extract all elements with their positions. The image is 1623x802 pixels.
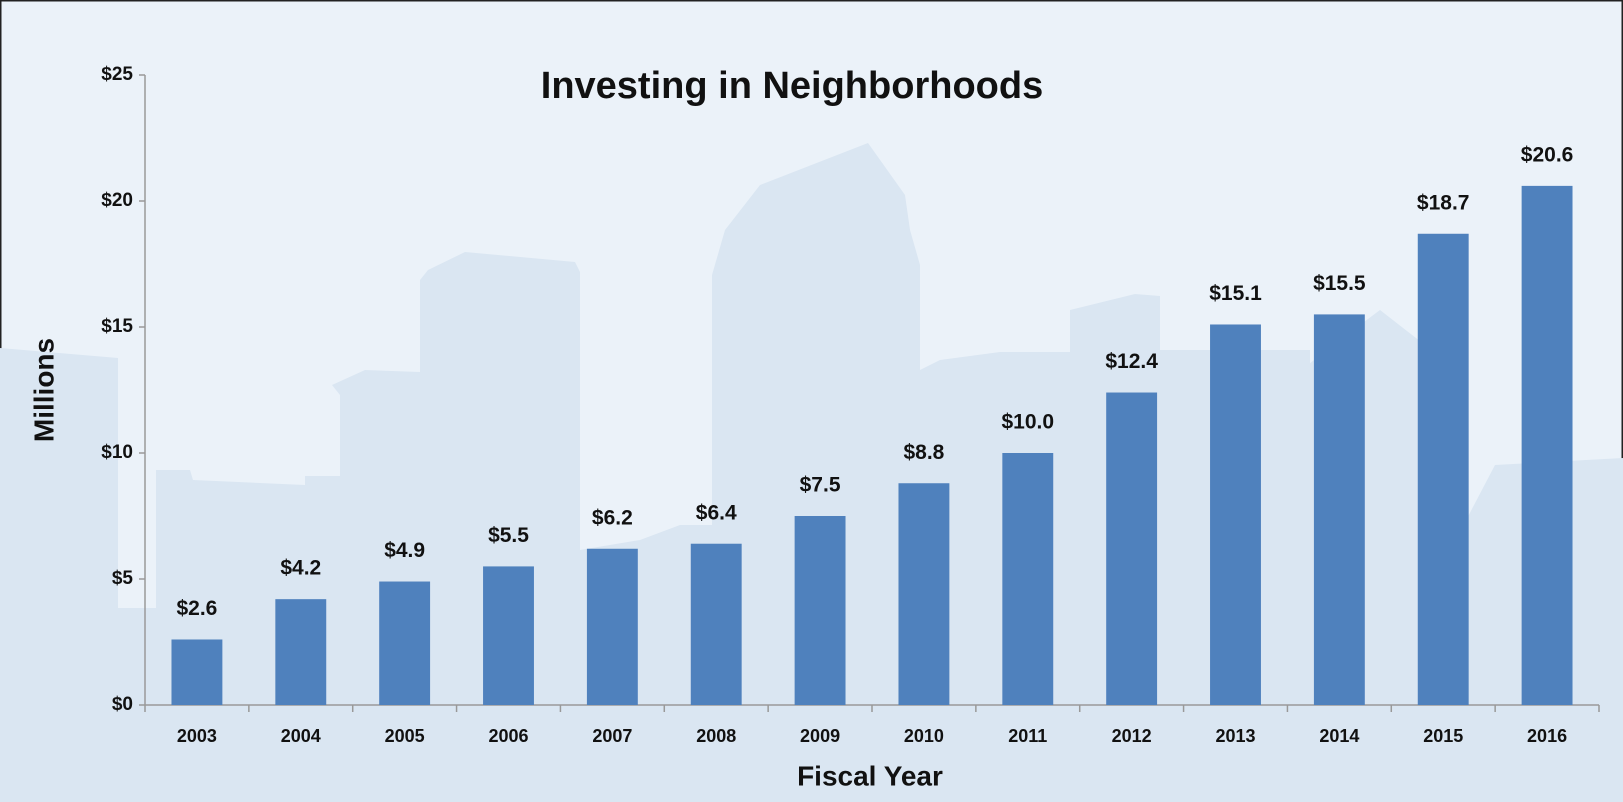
x-tick-label: 2015 <box>1423 726 1463 746</box>
x-tick-label: 2004 <box>281 726 321 746</box>
x-tick-label: 2009 <box>800 726 840 746</box>
y-tick-label: $5 <box>112 568 134 589</box>
x-axis-title: Fiscal Year <box>797 760 943 791</box>
bar <box>1313 314 1365 705</box>
bar <box>898 483 950 705</box>
x-tick-label: 2013 <box>1215 726 1255 746</box>
x-tick-label: 2005 <box>385 726 425 746</box>
data-label: $15.1 <box>1209 282 1262 305</box>
data-label: $15.5 <box>1313 272 1366 295</box>
data-label: $5.5 <box>488 524 529 547</box>
bar <box>1002 453 1054 705</box>
data-label: $18.7 <box>1417 191 1470 214</box>
data-label: $4.2 <box>280 557 321 580</box>
x-tick-label: 2014 <box>1319 726 1359 746</box>
data-label: $8.8 <box>903 441 944 464</box>
bar <box>1106 392 1158 705</box>
y-tick-label: $25 <box>101 64 133 85</box>
x-tick-label: 2007 <box>592 726 632 746</box>
data-label: $7.5 <box>800 474 841 497</box>
y-tick-label: $0 <box>112 694 133 715</box>
bar <box>275 599 327 705</box>
x-tick-label: 2003 <box>177 726 217 746</box>
y-tick-label: $10 <box>101 442 133 463</box>
bar <box>586 548 638 705</box>
x-tick-label: 2012 <box>1112 726 1152 746</box>
data-label: $6.2 <box>592 506 633 529</box>
data-label: $12.4 <box>1105 350 1158 373</box>
bar <box>1210 324 1261 705</box>
x-tick-label: 2008 <box>696 726 736 746</box>
y-axis-title: Millions <box>28 338 59 442</box>
x-tick-label: 2006 <box>488 726 528 746</box>
data-label: $6.4 <box>696 501 737 524</box>
data-label: $2.6 <box>176 597 217 620</box>
data-label: $20.6 <box>1521 143 1574 166</box>
x-tick-label: 2016 <box>1527 726 1567 746</box>
data-label: $4.9 <box>384 539 425 562</box>
bar <box>1521 185 1573 705</box>
bar <box>794 516 846 705</box>
bar <box>379 581 431 705</box>
x-tick-label: 2010 <box>904 726 944 746</box>
data-label: $10.0 <box>1002 411 1055 434</box>
x-tick-label: 2011 <box>1008 726 1047 746</box>
bar <box>171 639 223 705</box>
bar <box>483 566 534 705</box>
y-tick-label: $15 <box>101 316 133 337</box>
bar <box>1417 233 1469 705</box>
chart-title: Investing in Neighborhoods <box>541 65 1043 107</box>
y-tick-label: $20 <box>101 190 133 211</box>
bar <box>690 543 742 705</box>
